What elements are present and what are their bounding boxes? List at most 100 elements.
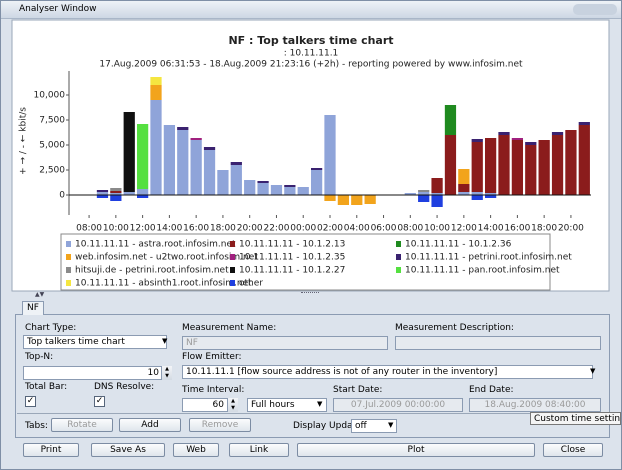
legend-marker bbox=[66, 254, 71, 260]
button[interactable]: Web bbox=[173, 443, 219, 457]
bar bbox=[418, 195, 430, 202]
bar bbox=[444, 135, 457, 195]
button[interactable]: Save As bbox=[91, 443, 165, 457]
button[interactable]: Link bbox=[229, 443, 289, 457]
text-input[interactable] bbox=[395, 336, 601, 350]
button[interactable]: Print bbox=[23, 443, 79, 457]
bar bbox=[297, 187, 309, 195]
label: Display Update: bbox=[293, 421, 365, 431]
x-tick-label: 16:00 bbox=[183, 224, 209, 234]
bar bbox=[431, 195, 443, 207]
button[interactable]: Close bbox=[543, 443, 603, 457]
bar bbox=[150, 100, 162, 195]
splitter-grip[interactable] bbox=[301, 292, 319, 295]
bar bbox=[458, 169, 470, 184]
bar bbox=[337, 195, 350, 205]
bar bbox=[578, 122, 590, 125]
legend-marker bbox=[230, 241, 235, 247]
button[interactable]: Rotate bbox=[51, 418, 113, 432]
panel bbox=[15, 314, 610, 438]
button[interactable]: Remove bbox=[189, 418, 251, 432]
x-tick-label: 20:00 bbox=[237, 224, 263, 234]
legend-label: 10.11.11.11 - astra.root.infosim.net bbox=[75, 240, 236, 250]
legend-label: other bbox=[239, 279, 263, 289]
checkbox[interactable]: ✓ bbox=[25, 396, 36, 407]
bar bbox=[110, 188, 122, 191]
dropdown-arrow[interactable]: ▼ bbox=[317, 400, 323, 408]
spinner[interactable]: ▲ ▼ bbox=[161, 366, 172, 380]
label: Tabs: bbox=[25, 421, 48, 431]
label: Measurement Description: bbox=[395, 323, 514, 333]
x-tick-label: 10:00 bbox=[424, 224, 450, 234]
chart-subtitle: : 10.11.11.1 bbox=[284, 49, 339, 59]
spinner[interactable]: ▲ ▼ bbox=[227, 398, 238, 412]
select[interactable]: Top talkers time chart bbox=[23, 335, 167, 349]
legend-label: hitsuji.de - petrini.root.infosim.net bbox=[75, 266, 229, 276]
legend-marker bbox=[66, 241, 71, 247]
bar bbox=[96, 195, 109, 198]
dropdown-arrow[interactable]: ▼ bbox=[590, 367, 596, 375]
bar bbox=[458, 192, 470, 195]
bar bbox=[431, 193, 443, 195]
bar bbox=[511, 138, 524, 140]
label: End Date: bbox=[469, 385, 514, 395]
button[interactable]: Plot bbox=[297, 443, 535, 457]
label: Start Date: bbox=[333, 385, 383, 395]
bar bbox=[431, 178, 443, 193]
chart-subtitle: 17.Aug.2009 06:31:53 - 18.Aug.2009 21:23… bbox=[99, 60, 523, 70]
y-tick-label: 5,000 bbox=[39, 141, 65, 151]
legend-marker bbox=[66, 280, 71, 286]
x-tick-label: 06:00 bbox=[371, 224, 397, 234]
x-tick-label: 18:00 bbox=[210, 224, 236, 234]
y-tick-label: 10,000 bbox=[34, 91, 66, 101]
legend-marker bbox=[230, 267, 235, 273]
legend-label: 10.11.11.11 - 10.1.2.27 bbox=[239, 266, 345, 276]
bar bbox=[110, 195, 122, 201]
x-tick-label: 00:00 bbox=[290, 224, 316, 234]
bar bbox=[284, 185, 296, 187]
select[interactable]: Full hours bbox=[247, 398, 327, 412]
number-input[interactable]: 60 bbox=[182, 398, 228, 412]
button[interactable]: Add bbox=[119, 418, 181, 432]
splitter[interactable]: ▲▼ bbox=[35, 291, 45, 298]
bar bbox=[244, 180, 256, 195]
text-input[interactable]: NF bbox=[182, 336, 388, 350]
label: Top-N: bbox=[25, 352, 54, 362]
dropdown-arrow[interactable]: ▼ bbox=[388, 421, 394, 429]
date-input[interactable]: 18.Aug.2009 08:40:00 bbox=[469, 398, 601, 412]
chart-title: NF : Top talkers time chart bbox=[228, 34, 393, 47]
bar bbox=[96, 192, 109, 195]
number-input[interactable]: 10 bbox=[23, 366, 163, 380]
bar bbox=[471, 195, 483, 200]
legend-marker bbox=[230, 280, 235, 286]
bar bbox=[230, 162, 242, 165]
date-input[interactable]: 07.Jul.2009 00:00:00 bbox=[333, 398, 463, 412]
bar bbox=[471, 142, 483, 192]
bar bbox=[203, 150, 216, 195]
bar bbox=[136, 195, 149, 198]
x-tick-label: 12:00 bbox=[130, 224, 156, 234]
select[interactable]: off bbox=[351, 419, 397, 433]
window-title: Analyser Window bbox=[19, 4, 97, 14]
bar bbox=[525, 142, 537, 145]
select[interactable]: 10.11.11.1 [flow source address is not o… bbox=[182, 365, 593, 379]
bar bbox=[230, 165, 242, 195]
x-tick-label: 20:00 bbox=[558, 224, 584, 234]
checkbox[interactable]: ✓ bbox=[94, 396, 105, 407]
legend-marker bbox=[396, 254, 401, 260]
label: DNS Resolve: bbox=[94, 382, 155, 392]
tab[interactable]: NF bbox=[22, 301, 44, 315]
bar bbox=[324, 115, 336, 195]
bar bbox=[110, 191, 122, 193]
label: Chart Type: bbox=[25, 323, 77, 333]
bar bbox=[123, 192, 135, 195]
window-controls[interactable] bbox=[573, 4, 617, 15]
x-tick-label: 14:00 bbox=[478, 224, 504, 234]
label: Flow Emitter: bbox=[182, 352, 242, 362]
label: Measurement Name: bbox=[182, 323, 277, 333]
label: Time Interval: bbox=[182, 385, 245, 395]
legend-marker bbox=[230, 254, 235, 260]
bar bbox=[136, 189, 149, 195]
dropdown-arrow[interactable]: ▼ bbox=[162, 337, 168, 345]
